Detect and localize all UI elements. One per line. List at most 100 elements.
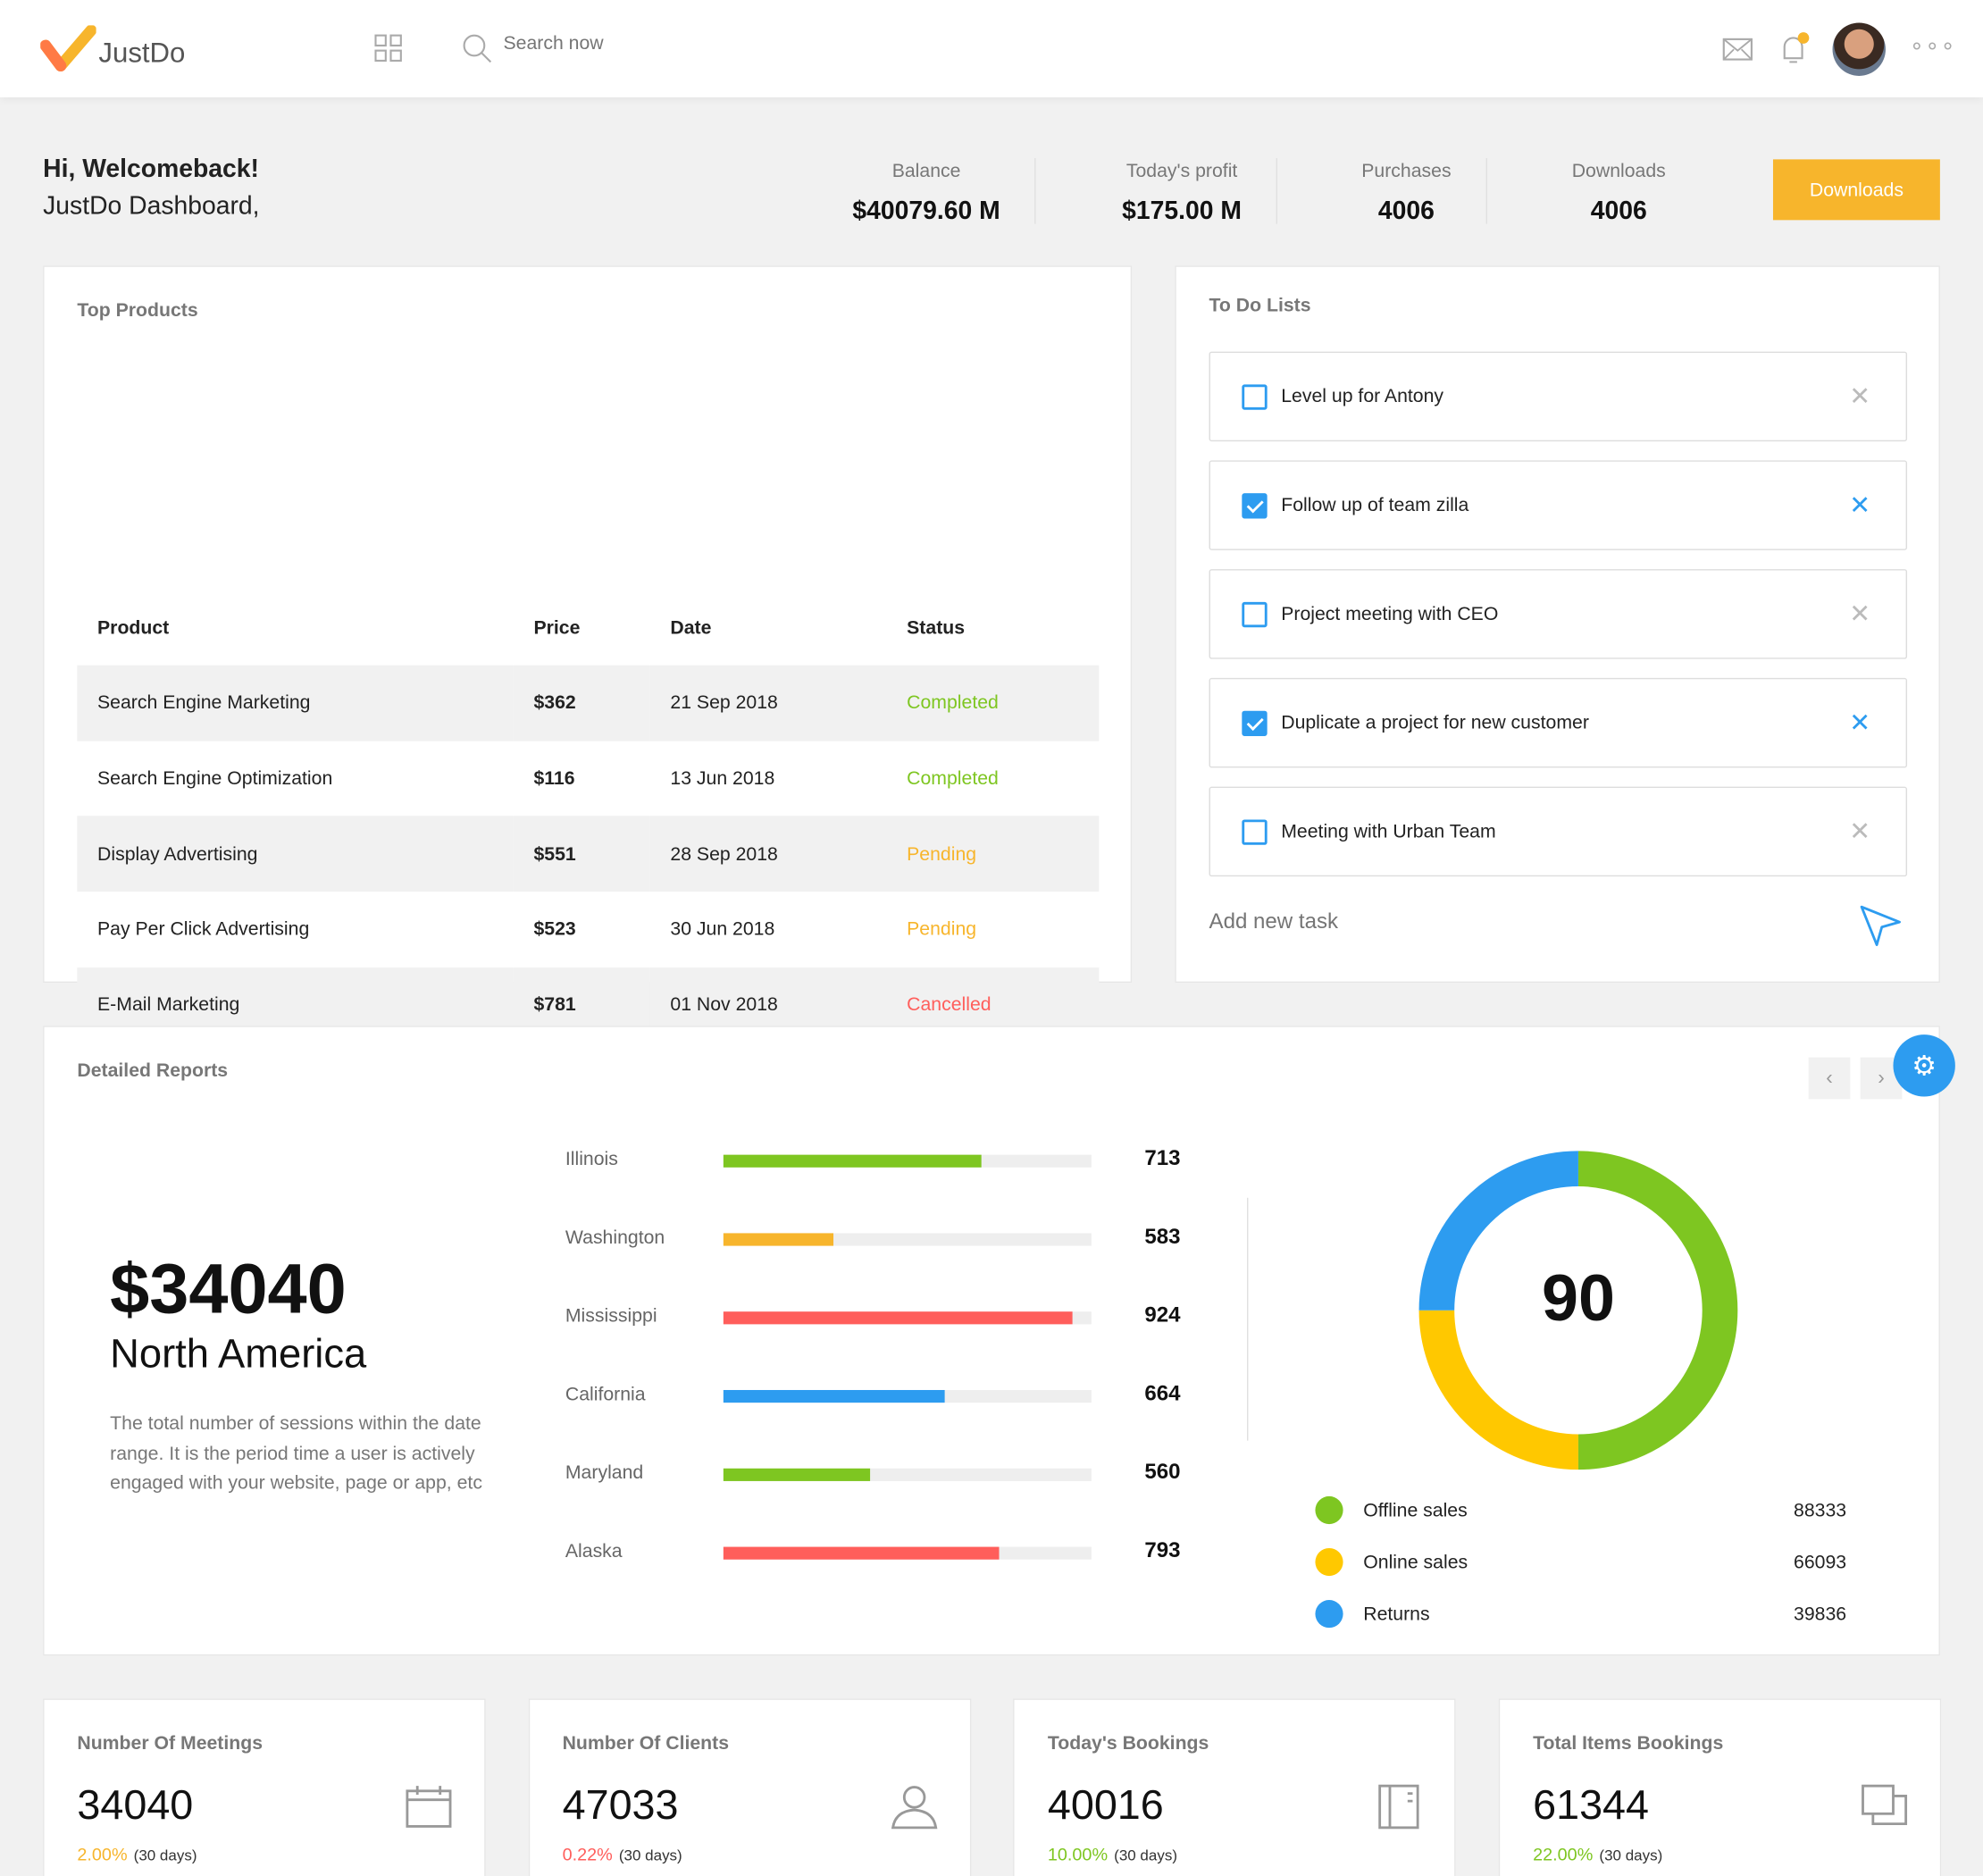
product-name: Pay Per Click Advertising	[97, 918, 310, 941]
top-bar: JustDo ∘∘∘	[0, 0, 1983, 98]
bar-label: Mississippi	[565, 1305, 657, 1327]
table-row[interactable]: Search Engine Optimization $116 13 Jun 2…	[77, 741, 1099, 817]
book-icon	[1378, 1784, 1420, 1830]
summary-card: Today's Bookings 40016 10.00% (30 days)	[1013, 1698, 1457, 1876]
bar-track	[723, 1389, 1092, 1403]
search-icon[interactable]	[463, 34, 493, 64]
bar-track	[723, 1311, 1092, 1325]
report-description: The total number of sessions within the …	[110, 1412, 482, 1495]
bar-value: 924	[1144, 1302, 1181, 1327]
legend-dot	[1315, 1495, 1343, 1525]
divider	[1246, 1197, 1249, 1441]
bar-fill	[723, 1233, 834, 1246]
search-input[interactable]	[503, 32, 757, 54]
todo-text: Duplicate a project for new customer	[1281, 712, 1589, 734]
todo-checkbox[interactable]	[1242, 384, 1268, 410]
todo-item: Project meeting with CEO ✕	[1209, 569, 1908, 659]
downloads-button[interactable]: Downloads	[1772, 159, 1940, 221]
stat-purchases: Purchases 4006	[1361, 160, 1452, 226]
bar-label: California	[565, 1383, 646, 1405]
card-title: Detailed Reports	[77, 1059, 229, 1082]
grid-icon[interactable]	[374, 34, 402, 63]
close-icon[interactable]: ✕	[1849, 491, 1870, 520]
welcome-subtitle: JustDo Dashboard,	[43, 192, 260, 221]
todo-item: Meeting with Urban Team ✕	[1209, 786, 1908, 877]
legend-dot	[1315, 1547, 1343, 1577]
stat-balance: Balance $40079.60 M	[852, 160, 1000, 226]
close-icon[interactable]: ✕	[1849, 818, 1870, 847]
notification-bell-icon[interactable]	[1778, 30, 1814, 66]
product-date: 21 Sep 2018	[649, 665, 887, 741]
report-amount: $34040	[110, 1248, 347, 1328]
todo-text: Level up for Antony	[1281, 385, 1444, 407]
summary-percent: 0.22%	[562, 1844, 613, 1864]
summary-period: (30 days)	[1599, 1847, 1663, 1864]
table-row[interactable]: Display Advertising $551 28 Sep 2018 Pen…	[77, 816, 1100, 892]
summary-period: (30 days)	[133, 1847, 197, 1864]
todo-item: Follow up of team zilla ✕	[1209, 460, 1908, 550]
add-task-input[interactable]	[1209, 909, 1817, 935]
summary-label: Number Of Clients	[562, 1732, 730, 1755]
status-badge: Completed	[886, 665, 1100, 741]
todo-text: Meeting with Urban Team	[1281, 820, 1496, 842]
legend-value: 88333	[1794, 1500, 1847, 1522]
summary-percent: 22.00%	[1533, 1844, 1594, 1864]
settings-gear-icon[interactable]: ⚙	[1893, 1034, 1955, 1097]
legend-item: Online sales 66093	[1315, 1547, 1847, 1579]
todo-checkbox[interactable]	[1242, 710, 1268, 737]
table-row[interactable]: Search Engine Marketing $362 21 Sep 2018…	[77, 665, 1100, 741]
donut-chart	[1418, 1151, 1738, 1470]
summary-value: 61344	[1533, 1780, 1650, 1828]
todo-checkbox[interactable]	[1242, 819, 1268, 845]
product-name: Search Engine Marketing	[77, 665, 514, 741]
app-name[interactable]: JustDo	[98, 37, 186, 69]
close-icon[interactable]: ✕	[1849, 600, 1870, 629]
summary-change: 2.00% (30 days)	[77, 1844, 197, 1864]
bar-fill	[723, 1154, 982, 1168]
legend-name: Offline sales	[1363, 1500, 1468, 1522]
bar-label: Alaska	[565, 1540, 623, 1562]
product-date: 13 Jun 2018	[670, 767, 775, 790]
mail-icon[interactable]	[1722, 38, 1753, 61]
summary-percent: 10.00%	[1047, 1844, 1109, 1864]
legend-item: Offline sales 88333	[1315, 1495, 1847, 1527]
bar-track	[723, 1546, 1092, 1560]
prev-button[interactable]: ‹	[1808, 1057, 1851, 1100]
send-icon[interactable]	[1859, 904, 1902, 947]
product-price: $362	[513, 665, 650, 741]
todo-checkbox[interactable]	[1242, 493, 1268, 519]
bar-fill	[723, 1389, 945, 1403]
product-name: Search Engine Optimization	[97, 767, 333, 790]
summary-value: 34040	[77, 1780, 194, 1828]
todo-card: To Do Lists Level up for Antony ✕ Follow…	[1175, 265, 1940, 984]
legend-value: 66093	[1794, 1552, 1847, 1574]
bar-label: Illinois	[565, 1148, 618, 1170]
detailed-reports-card: Detailed Reports ‹ › ⚙ $34040 North Amer…	[43, 1026, 1955, 1656]
donut-segment	[1418, 1151, 1579, 1311]
donut-center-value: 90	[1541, 1261, 1615, 1336]
product-price: $551	[513, 816, 650, 892]
todo-text: Follow up of team zilla	[1281, 494, 1469, 516]
close-icon[interactable]: ✕	[1849, 382, 1870, 412]
todo-item: Duplicate a project for new customer ✕	[1209, 677, 1908, 768]
avatar[interactable]	[1832, 22, 1886, 76]
summary-label: Today's Bookings	[1047, 1732, 1209, 1755]
status-badge: Pending	[907, 918, 977, 941]
bar-fill	[723, 1468, 871, 1481]
todo-checkbox[interactable]	[1242, 601, 1268, 628]
more-icon[interactable]: ∘∘∘	[1909, 32, 1957, 59]
report-region: North America	[110, 1330, 367, 1377]
legend-name: Returns	[1363, 1604, 1430, 1626]
close-icon[interactable]: ✕	[1849, 709, 1870, 738]
divider	[1485, 157, 1488, 224]
bar-fill	[723, 1311, 1074, 1325]
summary-card: Number Of Clients 47033 0.22% (30 days)	[528, 1698, 971, 1876]
donut-segment	[1418, 1310, 1579, 1470]
divider	[1276, 157, 1277, 224]
table-row[interactable]: Pay Per Click Advertising $523 30 Jun 20…	[77, 892, 1099, 967]
bar-fill	[723, 1546, 1000, 1560]
todo-text: Project meeting with CEO	[1281, 603, 1499, 625]
legend-item: Returns 39836	[1315, 1600, 1846, 1630]
welcome-title: Hi, Welcomeback!	[43, 155, 259, 184]
stat-downloads: Downloads 4006	[1571, 160, 1666, 226]
